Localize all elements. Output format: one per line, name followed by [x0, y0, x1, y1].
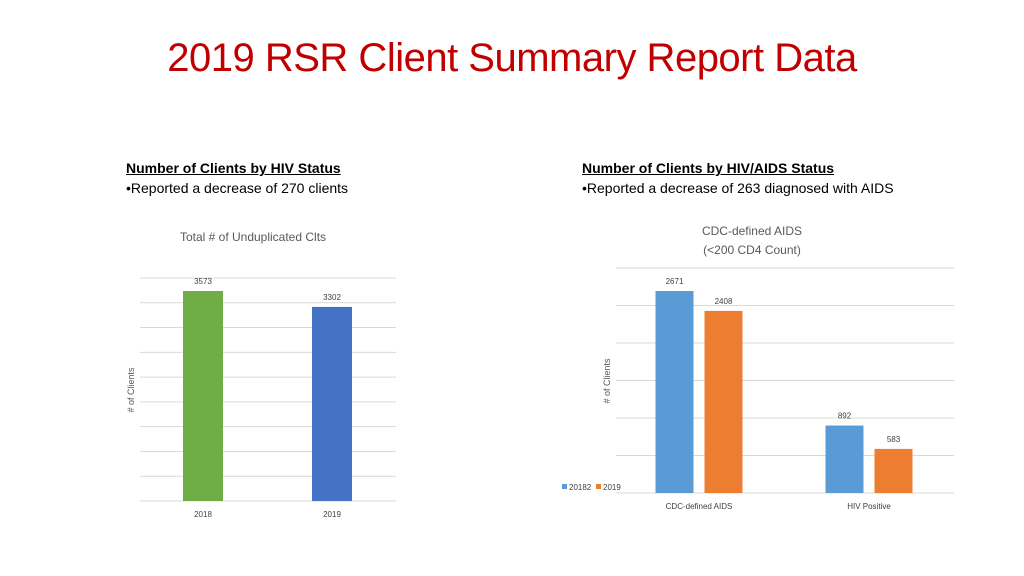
right-section-heading: Number of Clients by HIV/AIDS Status: [582, 160, 835, 176]
slide-title: 2019 RSR Client Summary Report Data: [167, 36, 857, 80]
chart1-x-tick-label: 2019: [323, 510, 341, 519]
chart2-data-label: 583: [887, 435, 901, 444]
chart2-data-label: 2408: [715, 297, 733, 306]
left-section: Number of Clients by HIV Status •Reporte…: [126, 158, 348, 198]
chart1-bar-2018: [183, 291, 223, 501]
chart1-y-axis-label: # of Clients: [126, 367, 136, 413]
chart2-bar-2019-0: [704, 310, 743, 493]
right-section: Number of Clients by HIV/AIDS Status •Re…: [582, 158, 894, 198]
chart2-x-tick-label: CDC-defined AIDS: [666, 502, 733, 511]
left-section-heading: Number of Clients by HIV Status: [126, 160, 341, 176]
chart1-bar-2019: [312, 306, 352, 501]
left-section-bullet: •Reported a decrease of 270 clients: [126, 180, 349, 196]
chart1-x-tick-label: 2018: [194, 510, 212, 519]
chart2-y-axis-label: # of Clients: [602, 358, 612, 404]
chart2-data-label: 892: [838, 412, 852, 421]
chart2-title: CDC-defined AIDS (<200 CD4 Count): [632, 222, 872, 260]
chart2-bar-20182-0: [655, 291, 694, 493]
chart2-data-label: 2671: [666, 277, 684, 286]
chart2-title-line1: CDC-defined AIDS: [701, 224, 803, 238]
chart2-bar-20182-1: [825, 425, 864, 493]
chart2-legend-label: 2019: [603, 483, 621, 492]
chart2-bar-2019-1: [874, 448, 913, 493]
chart1-data-label: 3302: [323, 293, 341, 302]
right-section-bullet: •Reported a decrease of 263 diagnosed wi…: [582, 180, 894, 196]
chart2-x-tick-label: HIV Positive: [847, 502, 891, 511]
chart2-legend-swatch: [562, 484, 567, 489]
chart2-title-line2: (<200 CD4 Count): [703, 243, 801, 257]
chart2-legend-swatch: [596, 484, 601, 489]
chart2-legend-label: 20182: [569, 483, 592, 492]
chart1-data-label: 3573: [194, 277, 212, 286]
chart1-title: Total # of Unduplicated Clts: [179, 230, 327, 244]
